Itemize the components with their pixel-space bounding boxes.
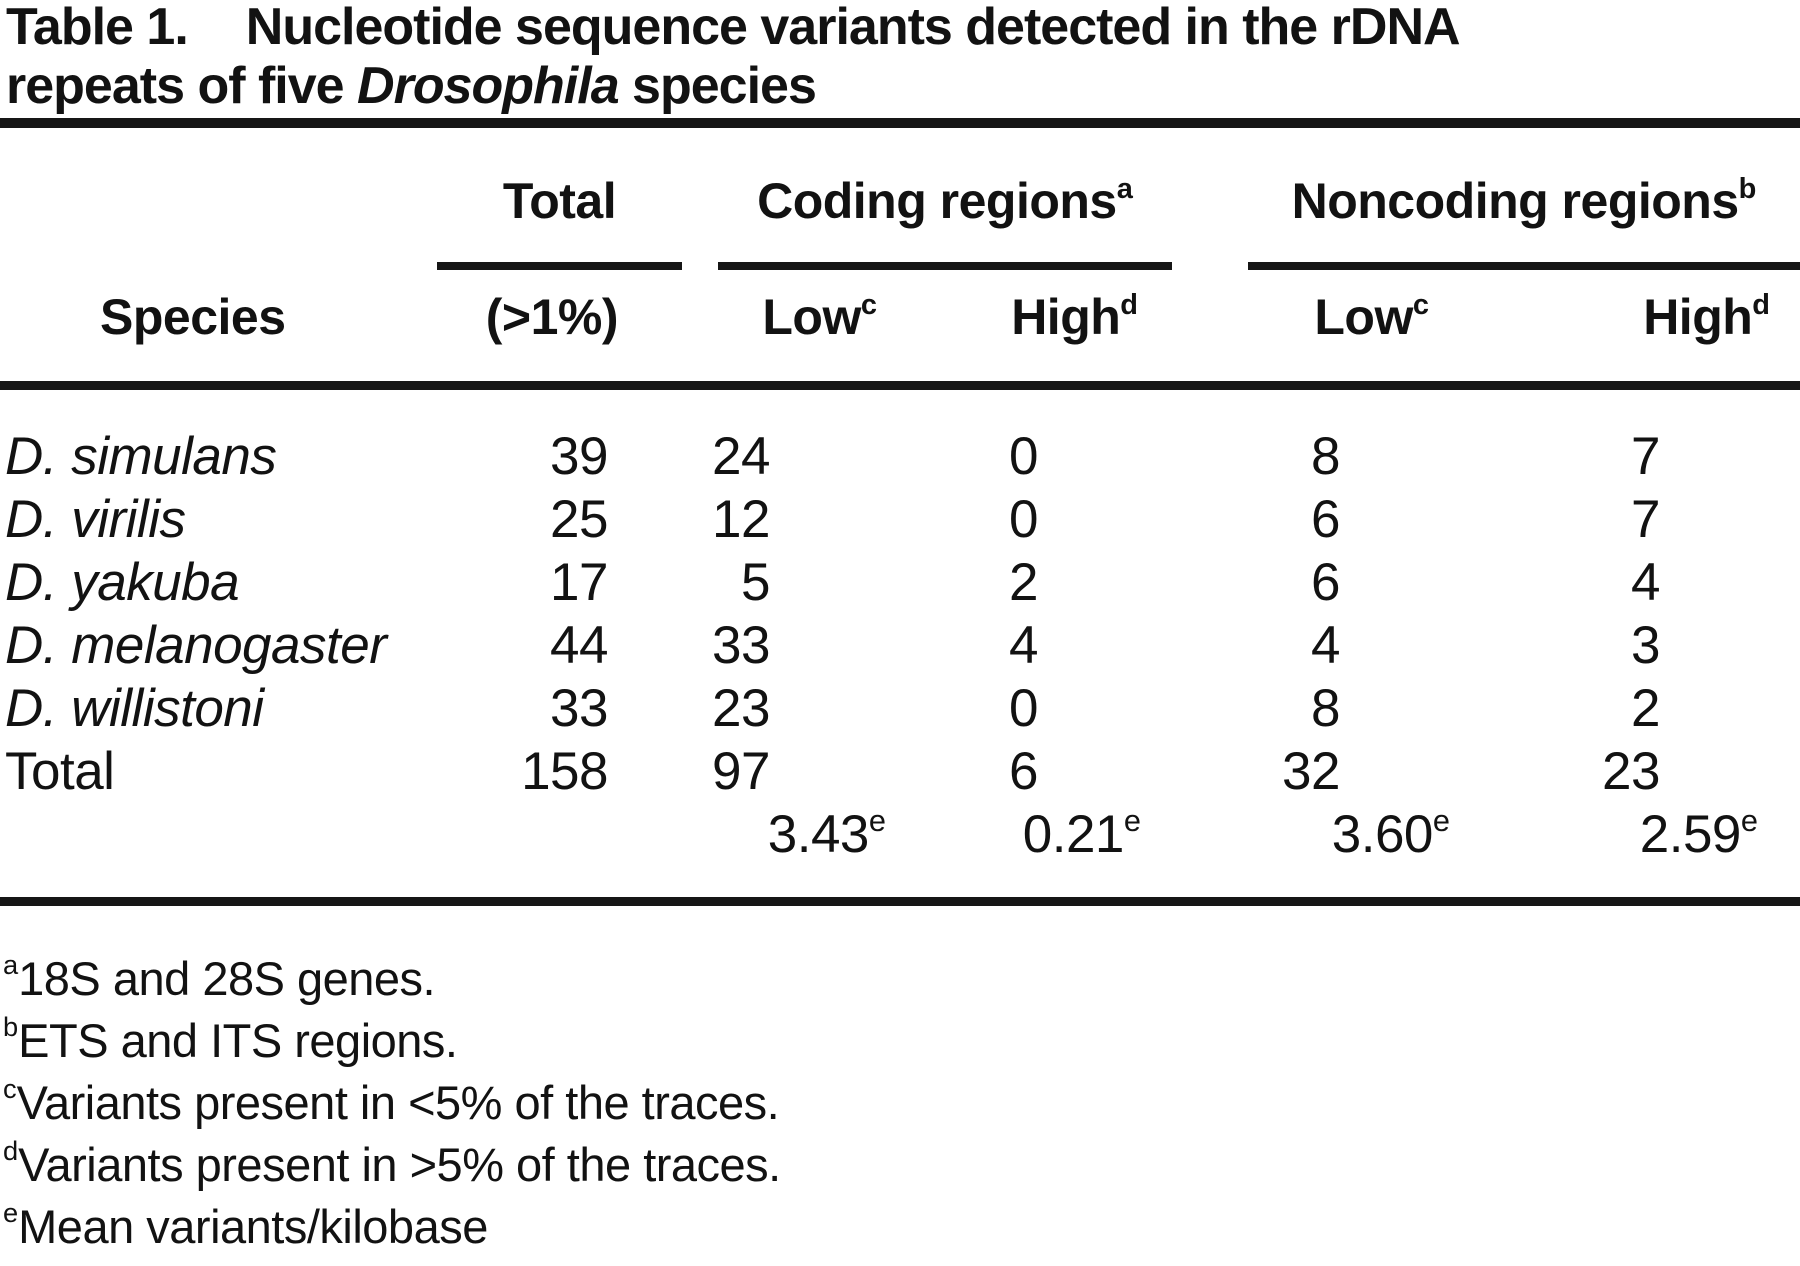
footnote-marker-e: e: [868, 803, 886, 839]
cell-noncoding-high: 7: [1631, 490, 1660, 549]
table-row-means: 3.43e 0.21e 3.60e 2.59e: [0, 803, 1775, 866]
species-name: D. yakuba: [5, 553, 240, 612]
cell-noncoding-low: 6: [1311, 490, 1340, 549]
footnote-marker-e: e: [1740, 803, 1758, 839]
column-group-coding-label: Coding regionsa: [757, 173, 1133, 229]
cell-coding-low: 97: [712, 742, 770, 801]
cell-coding-high: 0: [1009, 679, 1038, 738]
footnote-marker-d: d: [1120, 289, 1138, 322]
column-header-total-threshold: (>1%): [485, 289, 619, 345]
footnote-marker-b: b: [3, 1011, 19, 1043]
title-text-1: Nucleotide sequence variants detected in…: [245, 0, 1461, 56]
footnote-marker-e: e: [1123, 803, 1141, 839]
footnote-b: bETS and ITS regions.: [3, 1011, 458, 1067]
table-number: Table 1.: [6, 0, 189, 56]
footnote-marker-a: a: [1116, 173, 1133, 206]
column-group-total-label: Total: [502, 173, 617, 229]
column-header-noncoding-high: Highd: [1643, 289, 1770, 345]
title-text-2a: repeats of five: [6, 57, 358, 115]
column-header-coding-low: Lowc: [762, 289, 877, 345]
column-group-coding-regions: Coding regionsa: [718, 140, 1172, 270]
cell-coding-low: 33: [712, 616, 770, 675]
cell-noncoding-high: 2: [1631, 679, 1660, 738]
cell-mean-noncoding-low: 3.60e: [1331, 803, 1450, 864]
table-body: D. simulans 39 24 0 8 7 D. virilis 25 12…: [0, 425, 1775, 866]
cell-noncoding-high: 23: [1602, 742, 1660, 801]
cell-total: 39: [550, 427, 608, 486]
cell-coding-low: 24: [712, 427, 770, 486]
footnote-marker-d: d: [3, 1135, 19, 1167]
column-group-noncoding-label: Noncoding regionsb: [1291, 173, 1757, 229]
cell-mean-coding-high: 0.21e: [1022, 803, 1141, 864]
footnote-a: a18S and 28S genes.: [3, 949, 436, 1005]
cell-noncoding-high: 4: [1631, 553, 1660, 612]
footnote-c: cVariants present in <5% of the traces.: [3, 1073, 780, 1129]
cell-total: 44: [550, 616, 608, 675]
cell-noncoding-high: 7: [1631, 427, 1660, 486]
species-name: D. virilis: [5, 490, 186, 549]
species-name: D. willistoni: [5, 679, 264, 738]
cell-noncoding-low: 4: [1311, 616, 1340, 675]
title-line-2: repeats of five Drosophila species: [6, 57, 1800, 116]
cell-total: 33: [550, 679, 608, 738]
row-label-total: Total: [5, 742, 115, 801]
body-footnote-rule: [0, 897, 1800, 906]
footnote-marker-b: b: [1738, 173, 1757, 206]
cell-mean-coding-low: 3.43e: [767, 803, 886, 864]
cell-coding-low: 23: [712, 679, 770, 738]
table-row-d-virilis: D. virilis 25 12 0 6 7: [0, 488, 1775, 551]
table-title: Table 1. Nucleotide sequence variants det…: [6, 0, 1800, 116]
table-row-d-yakuba: D. yakuba 17 5 2 6 4: [0, 551, 1775, 614]
cell-coding-low: 12: [712, 490, 770, 549]
cell-mean-noncoding-high: 2.59e: [1639, 803, 1758, 864]
cell-coding-low: 5: [741, 553, 770, 612]
cell-noncoding-high: 3: [1631, 616, 1660, 675]
footnote-marker-c: c: [3, 1073, 17, 1105]
table-row-total: Total 158 97 6 32 23: [0, 740, 1775, 803]
table-row-d-willistoni: D. willistoni 33 23 0 8 2: [0, 677, 1775, 740]
species-name: D. melanogaster: [5, 616, 387, 675]
top-rule: [0, 118, 1800, 128]
footnote-e: eMean variants/kilobase: [3, 1197, 488, 1253]
footnote-marker-a: a: [3, 949, 19, 981]
header-body-rule: [0, 381, 1800, 390]
cell-coding-high: 4: [1009, 616, 1038, 675]
title-genus-name: Drosophila: [357, 57, 620, 115]
footnote-marker-e: e: [1432, 803, 1450, 839]
cell-noncoding-low: 8: [1311, 679, 1340, 738]
cell-total: 17: [550, 553, 608, 612]
cell-coding-high: 0: [1009, 427, 1038, 486]
table-row-d-simulans: D. simulans 39 24 0 8 7: [0, 425, 1775, 488]
cell-noncoding-low: 6: [1311, 553, 1340, 612]
column-header-species: Species: [100, 289, 286, 345]
cell-noncoding-low: 8: [1311, 427, 1340, 486]
column-header-row: Species (>1%) Lowc Highd Lowc Highd: [0, 280, 1775, 354]
title-line-1: Table 1. Nucleotide sequence variants det…: [6, 0, 1800, 57]
cell-total: 25: [550, 490, 608, 549]
column-header-noncoding-low: Lowc: [1314, 289, 1429, 345]
column-header-coding-high: Highd: [1011, 289, 1138, 345]
column-group-noncoding-regions: Noncoding regionsb: [1248, 140, 1800, 270]
title-text-2b: species: [618, 57, 817, 115]
footnote-d: dVariants present in >5% of the traces.: [3, 1135, 781, 1191]
cell-total: 158: [521, 742, 608, 801]
footnote-marker-c: c: [860, 289, 877, 322]
footnote-marker-e: e: [3, 1197, 19, 1229]
footnote-marker-c: c: [1412, 289, 1429, 322]
footnote-marker-d: d: [1752, 289, 1770, 322]
column-group-total: Total: [437, 140, 682, 270]
cell-coding-high: 0: [1009, 490, 1038, 549]
footnotes: a18S and 28S genes. bETS and ITS regions…: [3, 948, 1800, 1258]
cell-coding-high: 2: [1009, 553, 1038, 612]
table-row-d-melanogaster: D. melanogaster 44 33 4 4 3: [0, 614, 1775, 677]
cell-coding-high: 6: [1009, 742, 1038, 801]
species-name: D. simulans: [5, 427, 277, 486]
cell-noncoding-low: 32: [1282, 742, 1340, 801]
